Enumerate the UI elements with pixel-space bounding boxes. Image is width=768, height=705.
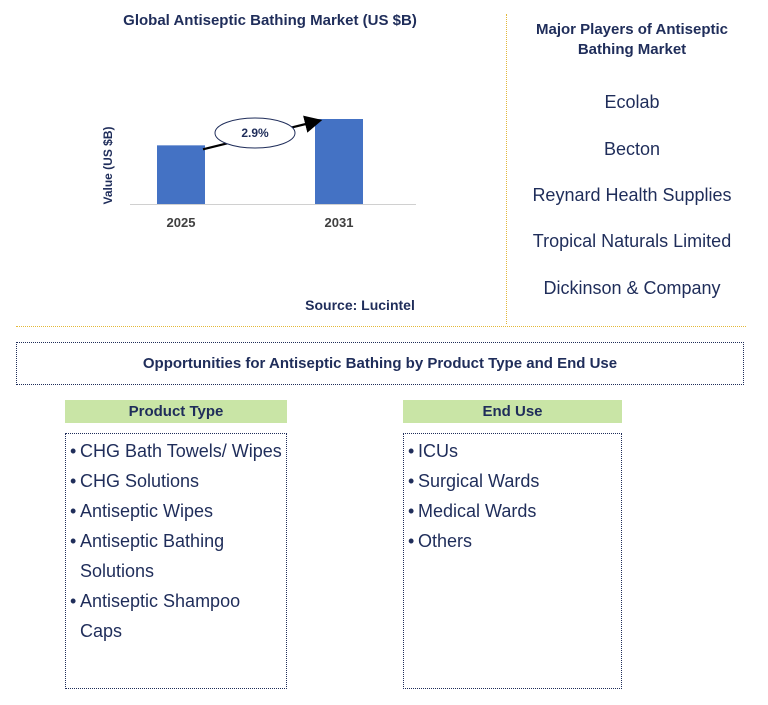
player-item: Becton	[603, 139, 661, 159]
product-type-list: • CHG Bath Towels/ Wipes • CHG Solutions •…	[65, 433, 287, 689]
list-item: • Others	[408, 531, 473, 551]
opportunities-title: Opportunities for Antiseptic Bathing by …	[16, 342, 744, 385]
list-item: • Surgical Wards	[408, 471, 540, 491]
x-tick-label: 2031	[325, 215, 354, 230]
cagr-label: 2.9%	[241, 126, 269, 140]
source-label: Source: Lucintel	[305, 297, 415, 313]
end-use-list: • ICUs • Surgical Wards • Medical Wards • Ot…	[403, 433, 622, 689]
x-tick-label: 2025	[167, 215, 196, 230]
player-item: Ecolab	[604, 92, 660, 112]
list-item: • CHG Bath Towels/ Wipes	[70, 441, 282, 461]
end-use-header: End Use	[403, 400, 622, 423]
bar-2025	[157, 145, 205, 204]
player-item: Tropical Naturals Limited	[532, 231, 732, 251]
player-item: Dickinson & Company	[543, 278, 721, 298]
list-item: • ICUs	[408, 441, 458, 461]
y-axis-label: Value (US $B)	[101, 126, 115, 204]
bar-2031	[315, 119, 363, 204]
product-type-header: Product Type	[65, 400, 287, 423]
list-item: • Medical Wards	[408, 501, 537, 521]
list-item: • Antiseptic Wipes	[70, 501, 214, 521]
cagr-ellipse	[214, 117, 296, 149]
list-item: • CHG Solutions	[70, 471, 200, 491]
horizontal-divider	[16, 326, 746, 327]
chart-title: Global Antiseptic Bathing Market (US $B)	[123, 12, 417, 29]
vertical-divider	[506, 14, 507, 324]
player-item: Reynard Health Supplies	[532, 185, 732, 205]
players-title: Major Players of Antiseptic Bathing Mark…	[536, 21, 728, 58]
list-item: • Antiseptic Bathing Solutions	[70, 531, 225, 581]
bar-chart: Value (US $B) 2025 2031 2.9%	[101, 115, 416, 230]
list-item: • Antiseptic Shampoo Caps	[70, 591, 241, 641]
